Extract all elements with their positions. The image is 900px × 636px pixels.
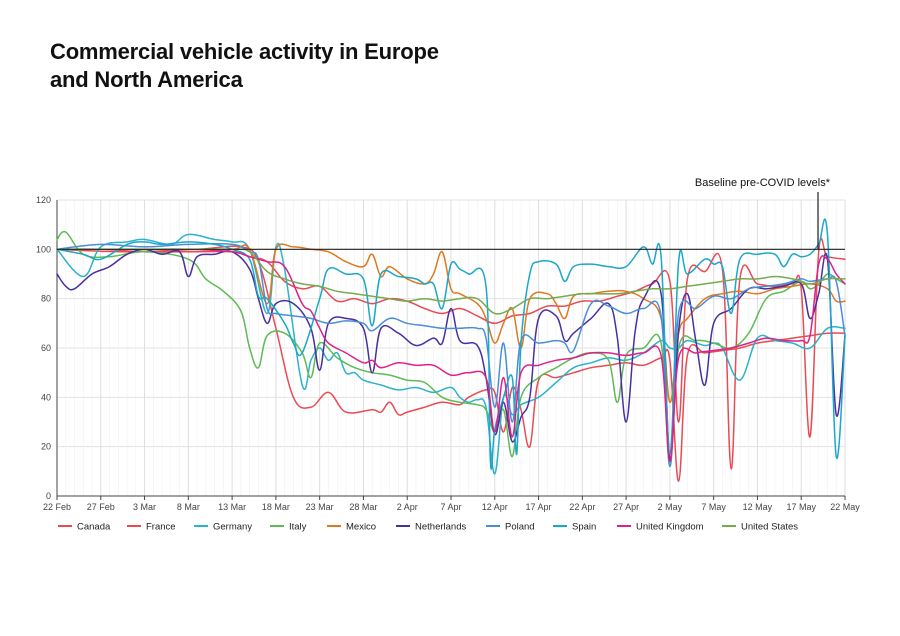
- legend-label-netherlands: Netherlands: [415, 522, 466, 533]
- y-tick-label: 20: [41, 442, 51, 452]
- x-tick-label: 2 Apr: [397, 502, 418, 512]
- baseline-annotation-label: Baseline pre-COVID levels*: [695, 177, 831, 189]
- series-line-netherlands: [56, 248, 846, 460]
- series-line-mexico: [56, 243, 846, 404]
- legend-label-united-kingdom: United Kingdom: [636, 522, 704, 533]
- chart-title: Commercial vehicle activity in Europe an…: [50, 39, 439, 92]
- x-tick-label: 27 Feb: [87, 502, 115, 512]
- x-tick-label: 17 May: [786, 502, 816, 512]
- legend-label-canada: Canada: [77, 522, 111, 533]
- x-tick-label: 8 Mar: [177, 502, 200, 512]
- legend-label-spain: Spain: [572, 522, 596, 533]
- x-tick-label: 12 Apr: [482, 502, 508, 512]
- x-axis: 22 Feb 27 Feb 3 Mar 8 Mar 13 Mar 18 Mar 23 Mar…: [43, 495, 860, 512]
- x-tick-label: 18 Mar: [262, 502, 290, 512]
- legend-label-united-states: United States: [741, 522, 798, 533]
- x-tick-label: 22 Feb: [43, 502, 71, 512]
- series-line-united-kingdom: [56, 248, 846, 463]
- y-tick-label: 80: [41, 294, 51, 304]
- y-tick-label: 120: [36, 195, 51, 205]
- series-line-poland: [56, 242, 846, 468]
- legend-label-germany: Germany: [213, 522, 252, 533]
- legend: Canada France Germany Italy Mexico Netherland…: [58, 522, 798, 533]
- x-tick-label: 2 May: [658, 502, 683, 512]
- y-tick-label: 40: [41, 392, 51, 402]
- x-tick-label: 17 Apr: [526, 502, 552, 512]
- x-tick-label: 13 Mar: [218, 502, 246, 512]
- y-tick-label: 60: [41, 343, 51, 353]
- x-tick-label: 7 May: [701, 502, 726, 512]
- series-line-spain: [56, 218, 846, 470]
- x-tick-label: 23 Mar: [306, 502, 334, 512]
- x-tick-label: 7 Apr: [440, 502, 461, 512]
- series-lines: [56, 218, 846, 482]
- x-tick-label: 27 Apr: [613, 502, 639, 512]
- y-axis: 0 20 40 60 80 100 120: [36, 195, 58, 501]
- baseline: Baseline pre-COVID levels*: [57, 177, 845, 250]
- legend-label-france: France: [146, 522, 176, 533]
- x-tick-label: 12 May: [743, 502, 773, 512]
- y-tick-label: 0: [46, 491, 51, 501]
- legend-label-poland: Poland: [505, 522, 535, 533]
- legend-label-mexico: Mexico: [346, 522, 376, 533]
- series-line-united-states: [56, 248, 846, 315]
- x-tick-label: 28 Mar: [349, 502, 377, 512]
- x-tick-label: 22 Apr: [569, 502, 595, 512]
- y-tick-label: 100: [36, 244, 51, 254]
- x-tick-label: 22 May: [830, 502, 860, 512]
- legend-label-italy: Italy: [289, 522, 307, 533]
- x-tick-label: 3 Mar: [133, 502, 156, 512]
